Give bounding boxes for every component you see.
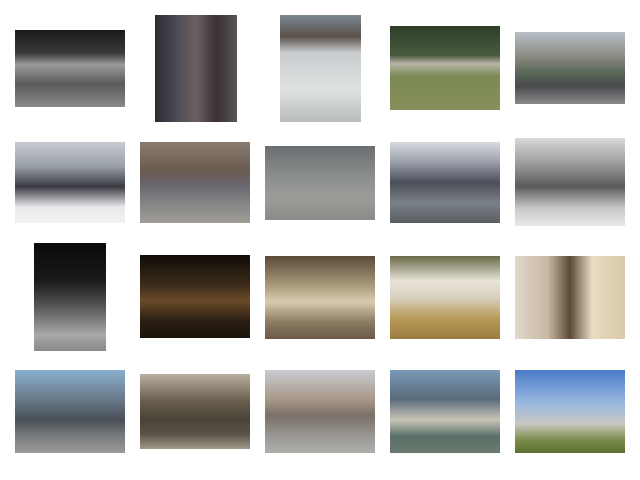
photo[interactable] <box>515 256 625 339</box>
photo[interactable] <box>15 142 125 223</box>
photo[interactable] <box>280 15 361 122</box>
photo[interactable] <box>34 243 106 351</box>
photo[interactable] <box>390 370 500 453</box>
photo[interactable] <box>515 370 625 453</box>
photo[interactable] <box>265 370 375 453</box>
photo[interactable] <box>140 142 250 223</box>
photo[interactable] <box>265 256 375 339</box>
photo[interactable] <box>155 15 237 122</box>
photo[interactable] <box>15 370 125 453</box>
photo[interactable] <box>140 255 250 338</box>
photo[interactable] <box>390 26 500 110</box>
photo[interactable] <box>515 32 625 104</box>
photo[interactable] <box>15 30 125 107</box>
photo[interactable] <box>390 256 500 339</box>
photo[interactable] <box>140 374 250 449</box>
photo[interactable] <box>265 146 375 220</box>
photo[interactable] <box>390 142 500 223</box>
photo[interactable] <box>515 138 625 226</box>
